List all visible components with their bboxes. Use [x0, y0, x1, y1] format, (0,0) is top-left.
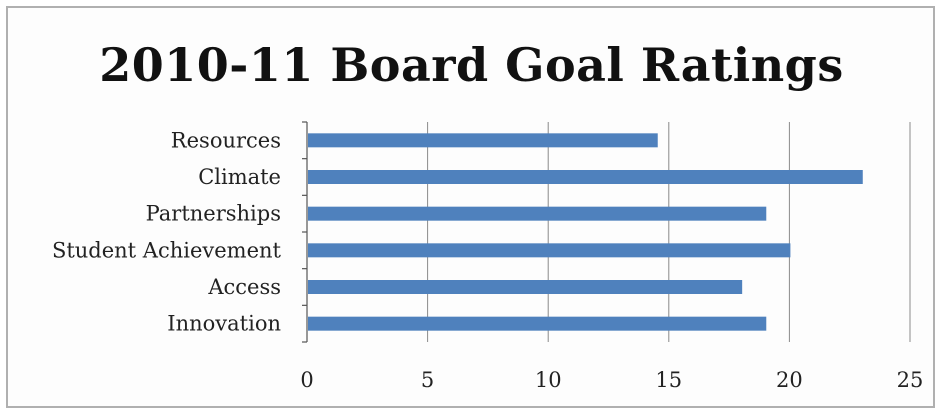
- x-tick-label: 5: [421, 368, 434, 392]
- category-labels: Resources Climate Partnerships Student Achi…: [52, 128, 282, 335]
- category-label: Climate: [198, 165, 281, 189]
- x-tick-label: 10: [535, 368, 562, 392]
- x-tick-label: 0: [300, 368, 313, 392]
- x-tick-labels: 0 5 10 15 20 25: [300, 368, 923, 392]
- category-label: Innovation: [167, 312, 281, 336]
- bar-student-achievement: [308, 243, 791, 258]
- chart-title: 2010-11 Board Goal Ratings: [99, 38, 844, 92]
- bar-access: [308, 280, 743, 294]
- bar-resources: [308, 133, 658, 148]
- x-tick-label: 15: [655, 368, 682, 392]
- category-label: Student Achievement: [52, 238, 282, 262]
- gridlines: [427, 122, 911, 342]
- bar-innovation: [308, 316, 767, 331]
- bar-partnerships: [308, 206, 767, 221]
- category-label: Resources: [171, 128, 281, 152]
- x-tick-label: 25: [897, 368, 924, 392]
- x-tick-label: 20: [776, 368, 803, 392]
- y-axis: [302, 121, 308, 343]
- bars: [308, 133, 863, 331]
- bar-climate: [308, 170, 863, 184]
- category-label: Partnerships: [146, 202, 281, 226]
- category-label: Access: [207, 275, 281, 299]
